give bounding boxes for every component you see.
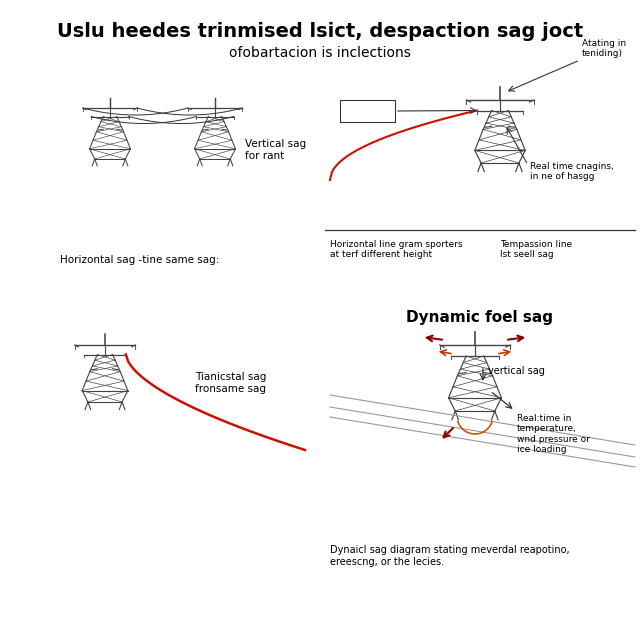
- Text: Tianicstal sag
fronsame sag: Tianicstal sag fronsame sag: [195, 372, 266, 394]
- Text: Dynaicl sag diagram stating meverdal reapotino,
ereescng, or the lecies.: Dynaicl sag diagram stating meverdal rea…: [330, 545, 570, 566]
- Text: Atating in
teniding): Atating in teniding): [582, 38, 626, 58]
- Text: Horizontal line gram sporters
at terf different height: Horizontal line gram sporters at terf di…: [330, 240, 463, 259]
- Text: Real:time in
temperature,
wnd pressure or
ice loading: Real:time in temperature, wnd pressure o…: [517, 414, 590, 454]
- FancyBboxPatch shape: [340, 100, 395, 122]
- Text: ofobartacion is inclections: ofobartacion is inclections: [229, 46, 411, 60]
- Text: Real time cnagins,
in ne of hasgg: Real time cnagins, in ne of hasgg: [530, 162, 614, 181]
- Text: vertical sag: vertical sag: [488, 366, 545, 376]
- Text: Tempassion line
lst seell sag: Tempassion line lst seell sag: [500, 240, 572, 259]
- Text: Horizontal sag -tine same sag:: Horizontal sag -tine same sag:: [60, 255, 220, 265]
- Text: Vertical sag
for rant: Vertical sag for rant: [245, 139, 306, 161]
- Text: Dynamic foel sag: Dynamic foel sag: [406, 310, 554, 325]
- Text: Uslu heedes trinmised lsict, despaction sag joct: Uslu heedes trinmised lsict, despaction …: [57, 22, 583, 41]
